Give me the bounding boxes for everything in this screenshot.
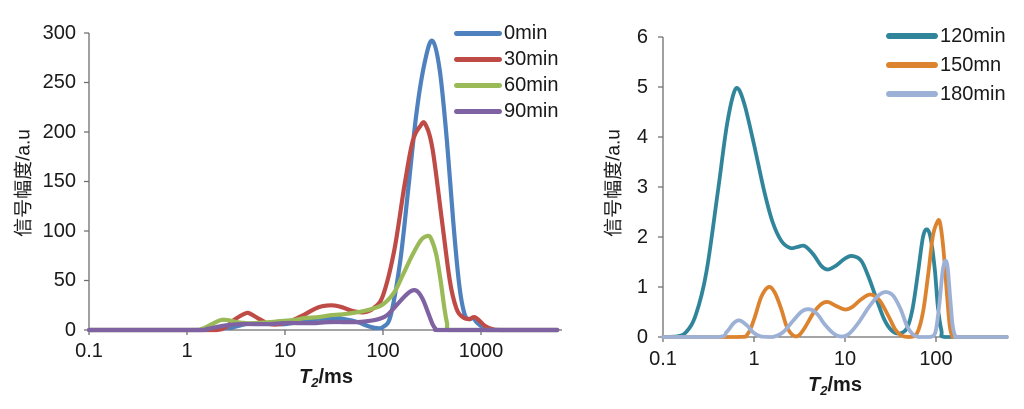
x-tick-label: 1000 <box>458 340 504 362</box>
legend-label: 60min <box>504 74 559 96</box>
legend-label: 90min <box>504 100 559 122</box>
legend-line-swatch <box>454 108 502 114</box>
legend-line-swatch <box>454 82 502 88</box>
x-tick-label: 0.1 <box>75 340 103 362</box>
y-tick-label: 3 <box>636 176 648 198</box>
x-tick-label: 10 <box>833 348 857 370</box>
legend-label: 150mn <box>940 53 1002 76</box>
legend-label: 30min <box>504 48 559 70</box>
x-tick-label: 1 <box>748 348 760 370</box>
left-legend: 0min 30min 60min 90min <box>454 20 558 124</box>
legend-line-swatch <box>454 30 502 36</box>
legend-item-60min: 60min <box>454 72 558 98</box>
x-tick-label: 0.1 <box>649 348 677 370</box>
x-tick-label: 1 <box>181 340 193 362</box>
y-tick-label: 0 <box>64 319 76 341</box>
legend-line-swatch <box>454 56 502 62</box>
right-x-axis-title: T2/ms <box>808 374 862 398</box>
x-tick-label: 100 <box>919 348 953 370</box>
legend-label: 120min <box>940 24 1006 47</box>
legend-item-90min: 90min <box>454 98 558 124</box>
x-axis-title-subscript: 2 <box>311 375 319 390</box>
y-tick-label: 100 <box>42 220 76 242</box>
x-tick-label: 10 <box>273 340 297 362</box>
y-tick-label: 300 <box>42 22 76 44</box>
legend-item-180min: 180min <box>886 79 1006 108</box>
y-tick-label: 0 <box>636 326 648 348</box>
x-axis-title-symbol: T <box>808 374 821 396</box>
right-legend: 120min 150mn 180min <box>886 21 1006 108</box>
legend-item-150mn: 150mn <box>886 50 1006 79</box>
y-tick-label: 4 <box>636 126 648 148</box>
y-tick-label: 6 <box>636 26 648 48</box>
x-tick-label: 100 <box>366 340 400 362</box>
legend-label: 180min <box>940 82 1006 105</box>
legend-item-0min: 0min <box>454 20 558 46</box>
legend-line-swatch <box>886 61 938 68</box>
x-axis-title-unit: /ms <box>318 366 353 388</box>
legend-item-30min: 30min <box>454 46 558 72</box>
x-axis-title-symbol: T <box>299 366 312 388</box>
legend-line-swatch <box>886 90 938 97</box>
y-tick-label: 200 <box>42 121 76 143</box>
x-axis-title-unit: /ms <box>827 374 862 396</box>
y-tick-label: 1 <box>636 276 648 298</box>
legend-item-120min: 120min <box>886 21 1006 50</box>
legend-line-swatch <box>886 32 938 39</box>
y-tick-label: 250 <box>42 71 76 93</box>
legend-label: 0min <box>504 22 548 44</box>
y-tick-label: 50 <box>53 269 76 291</box>
x-axis-title-subscript: 2 <box>820 383 828 398</box>
left-x-axis-title: T2/ms <box>299 366 353 390</box>
y-tick-label: 5 <box>636 76 648 98</box>
y-tick-label: 2 <box>636 226 648 248</box>
y-tick-label: 150 <box>42 170 76 192</box>
